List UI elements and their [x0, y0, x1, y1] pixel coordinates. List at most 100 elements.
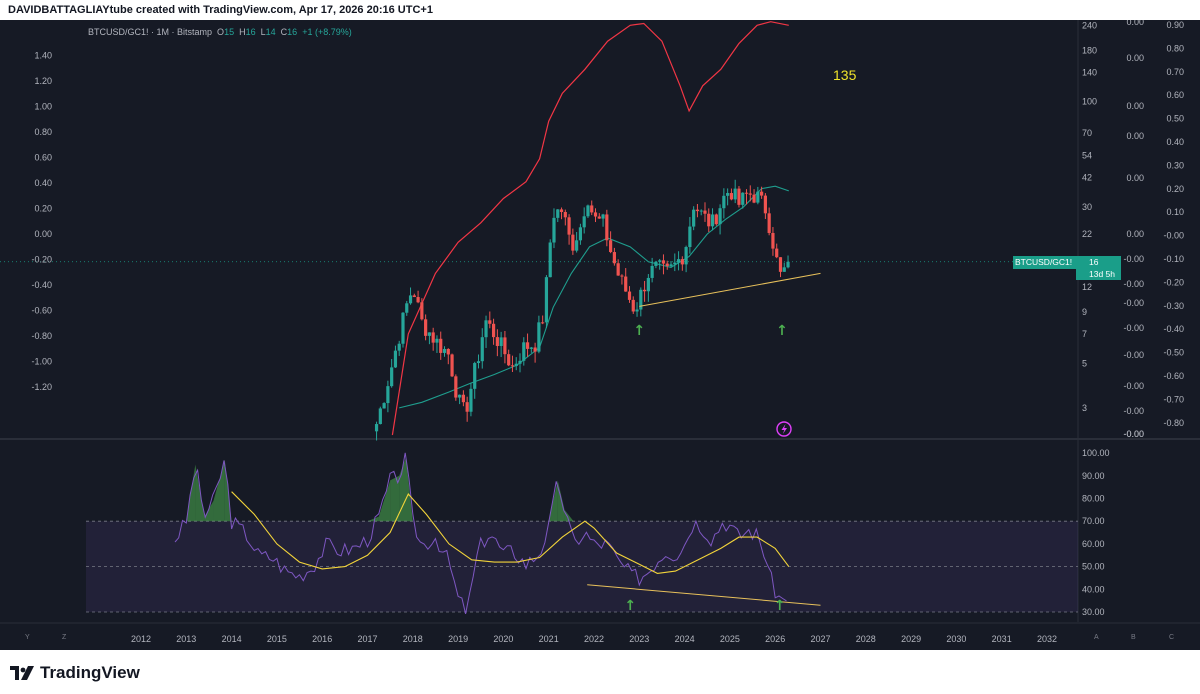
corner-z-label[interactable]: Z [62, 634, 67, 641]
chart-canvas[interactable]: ↑ ↑ ↑ ↑ 240 180 140 100 70 54 42 30 22 16 12 9 7 5 3 1.40… [0, 0, 1200, 650]
candle-body [431, 332, 435, 343]
up-arrow-marker: ↑ [633, 323, 645, 339]
rsi-overbought-fill [213, 459, 225, 522]
right-axis-tick: 9 [1082, 307, 1087, 317]
candle-body [495, 337, 499, 346]
price-tag: BTCUSD/GC1! 16 [1013, 256, 1121, 269]
extra-axis-2-tick: 0.90 [1166, 20, 1184, 30]
extra-axis-2-tick: -0.40 [1163, 324, 1184, 334]
candle-body [559, 209, 564, 212]
candle-body [650, 265, 654, 278]
legend-close-label: C [280, 27, 288, 37]
x-axis-tick: 2018 [403, 634, 423, 644]
corner-a-label[interactable]: A [1094, 634, 1099, 641]
rsi-ma-line [231, 491, 790, 574]
candle-body [439, 338, 443, 353]
extra-axis-2-tick: -0.20 [1163, 277, 1184, 287]
left-axis-tick: 0.20 [34, 204, 52, 214]
extra-axis-1-tick: -0.00 [1123, 406, 1144, 416]
annotation-text[interactable]: 135 [833, 67, 857, 83]
x-axis-tick: 2032 [1037, 634, 1057, 644]
lightning-icon[interactable] [776, 421, 792, 437]
candle-body [692, 209, 696, 227]
legend-change: +1 (+8.79%) [302, 27, 352, 37]
right-axis-tick: 3 [1082, 403, 1087, 413]
corner-y-label[interactable]: Y [25, 634, 30, 641]
candle-body [733, 188, 737, 200]
candle-body [782, 267, 786, 272]
symbol-legend[interactable]: BTCUSD/GC1! · 1M · Bitstamp O15 H16 L14 … [88, 27, 352, 37]
candle-body [763, 195, 767, 214]
extra-axis-2-tick: -0.70 [1163, 394, 1184, 404]
rsi-axis-tick: 30.00 [1082, 607, 1105, 617]
candle-body [684, 247, 688, 265]
rsi-axis-tick: 90.00 [1082, 471, 1105, 481]
x-axis-tick: 2027 [810, 634, 830, 644]
chart-frame[interactable]: ↑ ↑ ↑ ↑ 240 180 140 100 70 54 42 30 22 16 12 9 7 5 3 1.40… [0, 0, 1200, 650]
extra-axis-1-tick: -0.00 [1123, 429, 1144, 439]
extra-axis-1-tick: 0.00 [1126, 131, 1144, 141]
candle-body [401, 312, 405, 344]
extra-axis-2-tick: 0.70 [1166, 67, 1184, 77]
candle-body [420, 302, 424, 320]
extra-axis-1-tick: -0.00 [1123, 350, 1144, 360]
candle-body [408, 295, 413, 304]
candle-body [669, 264, 673, 267]
rsi-overbought-fill [399, 457, 407, 522]
rsi-overbought-fill [564, 509, 574, 522]
candle-body [578, 227, 583, 241]
candle-body [699, 210, 703, 212]
corner-b-label[interactable]: B [1131, 634, 1136, 641]
candle-body [563, 211, 567, 218]
corner-c-label[interactable]: C [1169, 634, 1175, 641]
candle-body [786, 261, 790, 268]
right-axis-tick: 140 [1082, 67, 1097, 77]
header-bar: DAVIDBATTAGLIAYtube created with Trading… [0, 0, 1200, 20]
candle-body [446, 348, 450, 355]
right-axis-tick: 22 [1082, 229, 1092, 239]
rsi-axis-tick: 40.00 [1082, 584, 1105, 594]
x-axis-tick: 2028 [856, 634, 876, 644]
right-axis-tick: 12 [1082, 282, 1092, 292]
price-tag-symbol: BTCUSD/GC1! [1015, 257, 1073, 267]
candle-body [737, 188, 741, 205]
candle-body [465, 402, 469, 412]
candle-body [771, 232, 775, 249]
rsi-axis-tick: 80.00 [1082, 494, 1105, 504]
extra-axis-1-tick: -0.00 [1123, 429, 1144, 439]
extra-axis-1-tick: -0.00 [1123, 254, 1144, 264]
rsi-overbought-fill [390, 475, 400, 522]
extra-axis-2-tick: -0.80 [1163, 418, 1184, 428]
rsi-overbought-fill [195, 464, 205, 522]
extra-axis-2-tick: 0.40 [1166, 137, 1184, 147]
right-axis-tick: 7 [1082, 329, 1087, 339]
price-countdown: 13d 5h [1076, 269, 1121, 280]
legend-symbol[interactable]: BTCUSD/GC1! · 1M · Bitstamp [88, 27, 213, 37]
x-axis-tick: 2019 [448, 634, 468, 644]
x-axis-tick: 2023 [629, 634, 649, 644]
candle-body [612, 252, 616, 264]
rsi-overbought-fill [367, 516, 379, 522]
candle-body [541, 322, 545, 324]
candle-body [722, 195, 726, 209]
candle-body [756, 191, 760, 203]
candle-body [529, 347, 533, 349]
left-axis-tick: 0.80 [34, 127, 52, 137]
candle-body [673, 262, 677, 265]
candle-body [405, 303, 409, 313]
candle-body [620, 275, 624, 277]
candle-body [503, 337, 507, 355]
x-axis-tick: 2022 [584, 634, 604, 644]
left-axis-tick: 1.40 [34, 51, 52, 61]
x-axis-tick: 2021 [539, 634, 559, 644]
candle-body [525, 342, 530, 349]
extra-axis-1-tick: 0.00 [1126, 53, 1144, 63]
candle-body [635, 309, 639, 312]
candle-body [642, 289, 647, 292]
candle-body [507, 354, 511, 366]
up-arrow-marker: ↑ [776, 323, 788, 339]
candle-body [461, 394, 465, 403]
brand[interactable]: TradingView [10, 663, 140, 683]
rsi-axis-tick: 100.00 [1082, 448, 1110, 458]
candle-body [575, 240, 579, 251]
